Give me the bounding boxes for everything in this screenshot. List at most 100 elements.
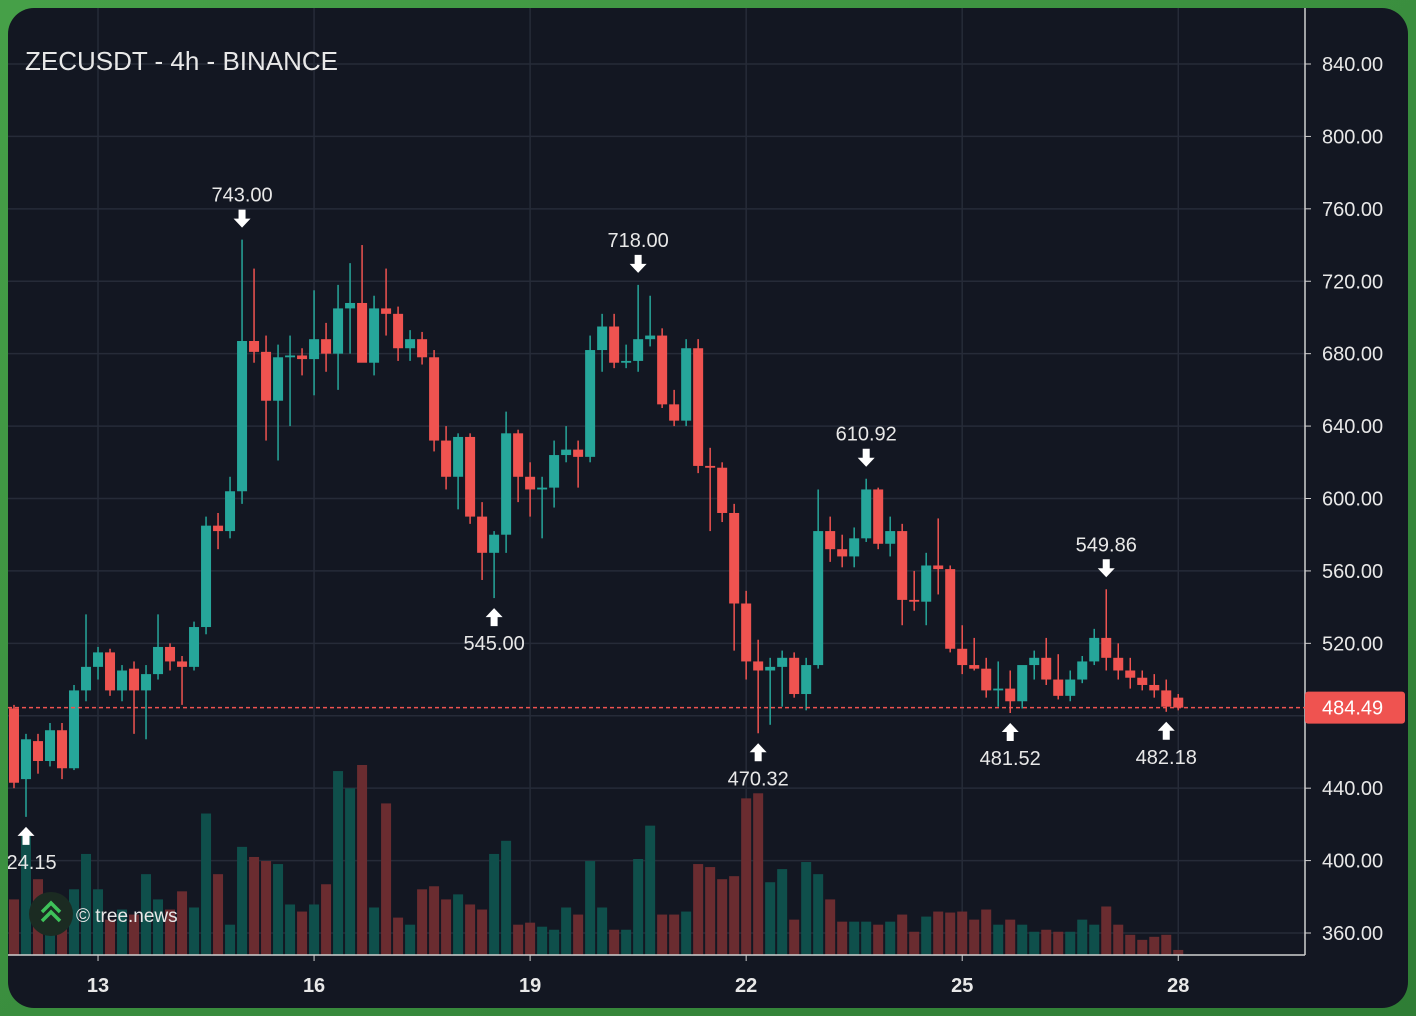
volume-bar [225,924,236,955]
y-tick-label: 400.00 [1322,851,1383,873]
candle-body [525,476,536,490]
volume-bar [693,864,704,955]
candle-body [693,348,704,466]
candle-body [501,433,512,535]
volume-bar [465,904,476,955]
candle-body [1149,684,1160,691]
candle-body [369,308,380,363]
volume-bar [357,765,368,955]
x-tick-label: 19 [519,975,541,997]
candle-body [597,326,608,351]
annotation-arrow [1157,721,1175,740]
volume-bar [441,899,452,955]
annotation-arrow [1001,722,1019,741]
volume-bar [105,919,116,955]
candle-body [417,339,428,358]
annotation-label: 481.52 [980,748,1041,770]
volume-bar [309,904,320,955]
volume-bar [789,919,800,955]
volume-bar [729,876,740,955]
x-tick-label: 16 [303,975,325,997]
candle-body [561,449,572,456]
annotation-arrow [485,608,503,627]
logo-mark [40,900,62,923]
candle-body [393,313,404,349]
panel [8,8,1408,1008]
volume-bar [129,914,140,955]
candle-body [297,355,308,360]
volume-bar [453,894,464,955]
volume-bar [417,889,428,955]
volume-bar [177,891,188,955]
candle-body [345,302,356,309]
volume-bar [261,861,272,955]
candle-body [405,339,416,349]
volume-bar [1101,906,1112,955]
candle-body [1053,679,1064,696]
candle-body [573,449,584,457]
candle-body [177,661,188,667]
volume-bar [645,825,656,955]
candle-body [1173,697,1184,708]
candle-body [993,688,1004,691]
volume-bar [921,916,932,955]
last-price-box [1305,691,1405,724]
volume-bar [501,840,512,955]
volume-bar [717,879,728,955]
candle-body [933,565,944,570]
volume-bar [825,899,836,955]
candle-body [465,436,476,517]
annotation-label: 549.86 [1076,534,1137,556]
x-tick-label: 25 [951,975,973,997]
candle-body [885,531,896,544]
candle-body [801,665,812,695]
annotation-arrow [17,826,35,845]
candle-body [909,599,920,602]
volume-bar [933,911,944,955]
y-tick-label: 440.00 [1322,778,1383,800]
candle-body [621,360,632,363]
volume-bar [669,914,680,955]
candle-body [381,308,392,314]
volume-bar [333,771,344,955]
y-tick-label: 840.00 [1322,54,1383,76]
candle-body [1137,677,1148,685]
annotation-label: 743.00 [211,185,272,207]
volume-bar [981,909,992,955]
candle-body [357,302,368,363]
volume-bar [777,869,788,955]
candle-body [21,739,32,780]
candle-body [117,670,128,691]
annotation-label: 482.18 [1136,747,1197,769]
candle-body [921,565,932,602]
volume-bar [489,853,500,955]
volume-bar [1065,931,1076,955]
candle-body [285,355,296,358]
volume-bar [285,904,296,955]
candle-body [633,339,644,361]
candle-body [81,666,92,691]
volume-bar [21,833,32,955]
candle-body [45,730,56,762]
volume-bar [609,929,620,955]
volume-bar [873,924,884,955]
x-tick-label: 13 [87,975,109,997]
volume-bar [321,884,332,955]
volume-bar [69,889,80,955]
annotation-arrow [1097,559,1115,578]
volume-bar [813,874,824,955]
volume-bar [1137,939,1148,955]
candle-body [897,531,908,600]
annotation-label: 718.00 [608,230,669,252]
y-tick-label: 760.00 [1322,199,1383,221]
candle-body [489,534,500,553]
volume-bar [429,886,440,955]
y-tick-label: 360.00 [1322,923,1383,945]
volume-bar [1053,931,1064,955]
candle-body [585,350,596,457]
y-tick-label: 600.00 [1322,489,1383,511]
candle-body [153,646,164,675]
volume-bar [201,813,212,955]
y-tick-label: 520.00 [1322,633,1383,655]
watermark: © tree.news [29,892,178,936]
